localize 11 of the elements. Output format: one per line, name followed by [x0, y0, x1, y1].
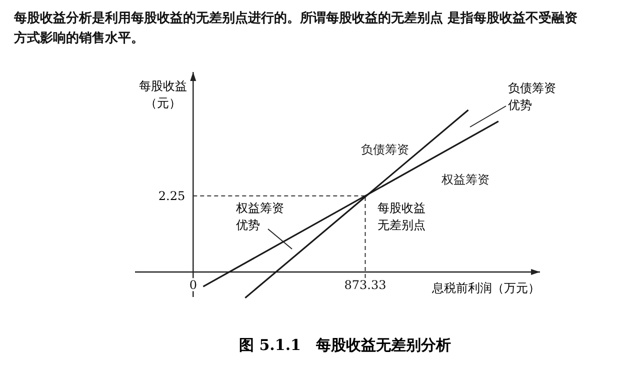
x-tick-label: 873.33 — [344, 278, 386, 292]
annotation: 每股收益无差别点 — [377, 200, 426, 232]
annotation: 负债筹资优势 — [508, 81, 556, 112]
annotation: 权益筹资优势 — [235, 201, 284, 232]
text: 图 5.1.1 每股收益无差别分析 — [239, 336, 451, 354]
annotation: 2.25 — [158, 188, 186, 203]
y-axis-title: 每股收益（元） — [139, 79, 188, 110]
series-label: 负债筹资 — [361, 142, 410, 156]
chart-title: 每股收益分析是利用每股收益的无差别点进行的。所谓每股收益的无差别点 是指每股收益不受融资方式影响的销售水平。 — [13, 10, 578, 46]
series-label: 权益筹资 — [440, 172, 490, 187]
x-axis-title: 息税前利润（万元） — [431, 281, 540, 295]
